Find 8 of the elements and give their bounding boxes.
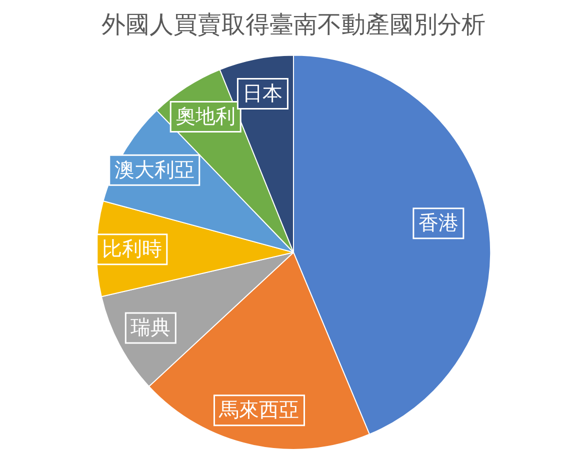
chart-title: 外國人買賣取得臺南不動產國別分析 xyxy=(102,10,486,39)
slice-label: 奧地利 xyxy=(176,104,236,128)
slice-label: 瑞典 xyxy=(130,315,171,340)
slice-label: 日本 xyxy=(242,80,283,105)
slice-label: 馬來西亞 xyxy=(218,398,300,422)
slice-label: 澳大利亞 xyxy=(114,157,194,182)
slice-label: 比利時 xyxy=(102,236,162,261)
slice-label: 香港 xyxy=(418,210,458,235)
